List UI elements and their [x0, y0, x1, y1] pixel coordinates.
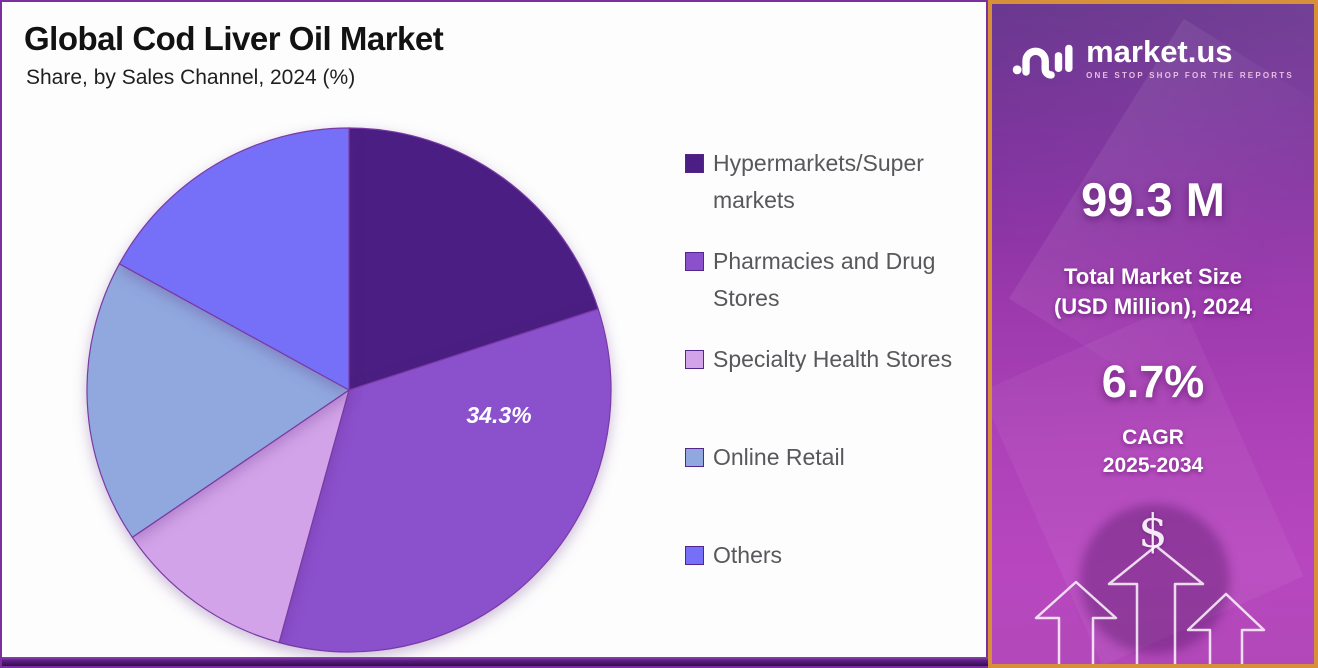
legend-swatch [685, 350, 704, 369]
legend-item-2: Specialty Health Stores [685, 341, 980, 439]
page-subtitle: Share, by Sales Channel, 2024 (%) [26, 66, 356, 89]
legend-label: Pharmacies and Drug Stores [713, 248, 936, 311]
cagr-value: 6.7% [1101, 356, 1205, 407]
legend-item-0: Hypermarkets/Super markets [685, 145, 980, 243]
legend-label: Specialty Health Stores [713, 346, 953, 372]
legend-swatch [685, 448, 704, 467]
legend-swatch [685, 154, 704, 173]
pie-value-label: 34.3% [466, 402, 531, 428]
legend-item-1: Pharmacies and Drug Stores [685, 243, 980, 341]
pie-chart: 34.3% [86, 127, 612, 653]
pie-slice-4 [118, 127, 350, 392]
pie-slice-2 [131, 388, 351, 644]
brand-name: market.us [1086, 34, 1233, 69]
legend-label: Others [713, 542, 783, 568]
page-title: Global Cod Liver Oil Market [24, 20, 444, 57]
legend-swatch [685, 546, 704, 565]
legend-label: Hypermarkets/Super markets [713, 150, 924, 213]
legend: Hypermarkets/Super markets Pharmacies and… [685, 145, 980, 635]
legend-item-3: Online Retail [685, 439, 980, 537]
chart-panel: Global Cod Liver Oil Market Share, by Sa… [0, 0, 988, 668]
legend-swatch [685, 252, 704, 271]
cagr-label: CAGR 2025-2034 [992, 424, 1314, 481]
brand-tagline: ONE STOP SHOP FOR THE REPORTS [1086, 71, 1294, 80]
pie-slice-0 [348, 127, 599, 391]
bottom-strip [2, 657, 988, 666]
sidebar: market.us ONE STOP SHOP FOR THE REPORTS … [988, 0, 1318, 668]
cagr-label-line2: 2025-2034 [1102, 454, 1204, 478]
cagr-label-line1: CAGR [1122, 426, 1184, 449]
marketus-logo: market.us ONE STOP SHOP FOR THE REPORTS [992, 30, 1314, 86]
pie-slice-1 [278, 308, 612, 653]
legend-label: Online Retail [713, 444, 845, 470]
marketus-logo-icon [1012, 44, 1073, 79]
growth-arrows-icon [1034, 544, 1266, 664]
market-size-label: Total Market Size (USD Million), 2024 [992, 262, 1314, 321]
market-size-label-line2: (USD Million), 2024 [1053, 293, 1253, 319]
market-size-value: 99.3 M [1081, 173, 1225, 226]
market-size-label-line1: Total Market Size [1063, 264, 1243, 289]
logo-text: market.us ONE STOP SHOP FOR THE REPORTS [1086, 36, 1294, 80]
title-block: Global Cod Liver Oil Market Share, by Sa… [24, 20, 444, 90]
legend-item-4: Others [685, 537, 980, 635]
pie-slice-3 [86, 262, 351, 539]
